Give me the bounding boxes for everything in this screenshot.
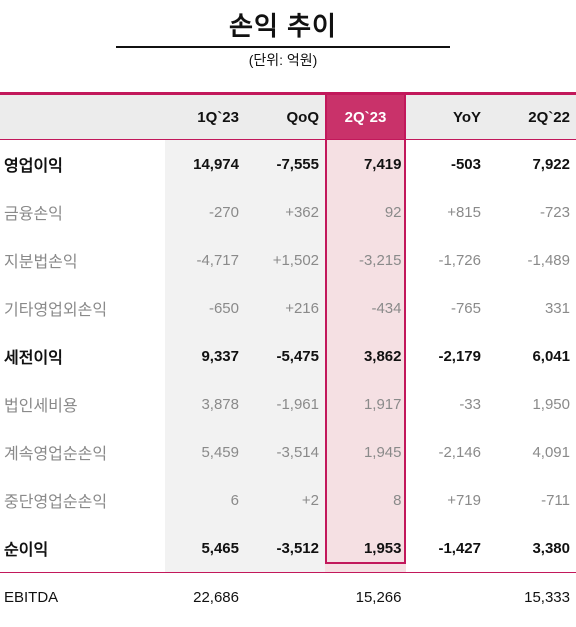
header-2q22: 2Q`22 [487,93,576,140]
cell-value: 6 [165,476,245,524]
cell-value: +815 [406,188,487,236]
cell-value: +362 [245,188,325,236]
cell-value: 22,686 [165,572,245,621]
cell-value: 3,380 [487,524,576,573]
cell-value: 15,266 [325,572,406,621]
header-qoq: QoQ [245,93,325,140]
cell-value: -1,726 [406,236,487,284]
row-label: EBITDA [0,572,165,621]
cell-value: -3,514 [245,428,325,476]
header-1q23: 1Q`23 [165,93,245,140]
cell-value: -503 [406,139,487,188]
cell-value [245,572,325,621]
unit-note: (단위: 억원) [248,52,318,68]
income-trend-table-wrap: 1Q`23 QoQ 2Q`23 YoY 2Q`22 영업이익 14,974 -7,5… [0,92,576,621]
cell-value: 8 [325,476,406,524]
cell-value: 6,041 [487,332,576,380]
cell-value: 1,950 [487,380,576,428]
cell-value: -2,146 [406,428,487,476]
row-label: 영업이익 [0,139,165,188]
row-label: 순이익 [0,524,165,573]
income-trend-table: 1Q`23 QoQ 2Q`23 YoY 2Q`22 영업이익 14,974 -7,5… [0,92,576,621]
cell-value: +719 [406,476,487,524]
cell-value-text: 15,266 [355,588,402,606]
cell-value: -5,475 [245,332,325,380]
cell-value: 7,419 [325,139,406,188]
cell-value: -1,427 [406,524,487,573]
cell-value: 5,465 [165,524,245,573]
cell-value [406,572,487,621]
row-label: 금융손익 [0,188,165,236]
row-label: 세전이익 [0,332,165,380]
cell-value: +1,502 [245,236,325,284]
cell-value: -7,555 [245,139,325,188]
cell-value: 3,878 [165,380,245,428]
cell-value: -1,961 [245,380,325,428]
row-label: 법인세비용 [0,380,165,428]
row-label: 기타영업외손익 [0,284,165,332]
header-row: 1Q`23 QoQ 2Q`23 YoY 2Q`22 [0,93,576,140]
cell-value-text: 1,945 [363,443,402,461]
cell-value: -33 [406,380,487,428]
cell-value-text: 7,419 [363,155,402,173]
cell-value: -3,215 [325,236,406,284]
table-row-continuing-ops-net-income: 계속영업순손익 5,459 -3,514 1,945 -2,146 4,091 [0,428,576,476]
cell-value: 92 [325,188,406,236]
table-row-income-tax: 법인세비용 3,878 -1,961 1,917 -33 1,950 [0,380,576,428]
cell-value: -270 [165,188,245,236]
cell-value: 3,862 [325,332,406,380]
table-row-pretax-income: 세전이익 9,337 -5,475 3,862 -2,179 6,041 [0,332,576,380]
cell-value-text: 92 [384,203,402,221]
header-label-cell [0,93,165,140]
header-yoy: YoY [406,93,487,140]
row-label: 지분법손익 [0,236,165,284]
cell-value: -723 [487,188,576,236]
table-row-financial-income: 금융손익 -270 +362 92 +815 -723 [0,188,576,236]
cell-value: +2 [245,476,325,524]
cell-value: +216 [245,284,325,332]
cell-value: -2,179 [406,332,487,380]
cell-value: 14,974 [165,139,245,188]
table-row-equity-method-income: 지분법손익 -4,717 +1,502 -3,215 -1,726 -1,489 [0,236,576,284]
cell-value: -650 [165,284,245,332]
cell-value: 15,333 [487,572,576,621]
row-label: 계속영업순손익 [0,428,165,476]
header-2q23: 2Q`23 [325,93,406,140]
cell-value-text: 1,917 [363,395,402,413]
table-row-net-income: 순이익 5,465 -3,512 1,953 -1,427 3,380 [0,524,576,573]
cell-value: 9,337 [165,332,245,380]
title-underline [116,46,450,48]
cell-value-text: -3,215 [358,251,402,269]
cell-value: -4,717 [165,236,245,284]
cell-value: -3,512 [245,524,325,573]
cell-value-text: -434 [371,299,402,317]
row-label: 중단영업순손익 [0,476,165,524]
cell-value-text: 8 [393,491,402,509]
cell-value: 4,091 [487,428,576,476]
cell-value: -434 [325,284,406,332]
table-row-ebitda: EBITDA 22,686 15,266 15,333 [0,572,576,621]
table-row-other-non-operating-income: 기타영업외손익 -650 +216 -434 -765 331 [0,284,576,332]
table-row-discontinued-ops-net-income: 중단영업순손익 6 +2 8 +719 -711 [0,476,576,524]
cell-value: 7,922 [487,139,576,188]
cell-value: 1,953 [325,524,406,573]
cell-value-text: 3,862 [363,347,402,365]
cell-value-text: 1,953 [363,539,402,557]
cell-value: 1,945 [325,428,406,476]
cell-value: 331 [487,284,576,332]
cell-value: -765 [406,284,487,332]
cell-value: -711 [487,476,576,524]
table-row-operating-profit: 영업이익 14,974 -7,555 7,419 -503 7,922 [0,139,576,188]
cell-value: 5,459 [165,428,245,476]
cell-value: 1,917 [325,380,406,428]
page-title: 손익 추이 [229,11,337,41]
cell-value: -1,489 [487,236,576,284]
